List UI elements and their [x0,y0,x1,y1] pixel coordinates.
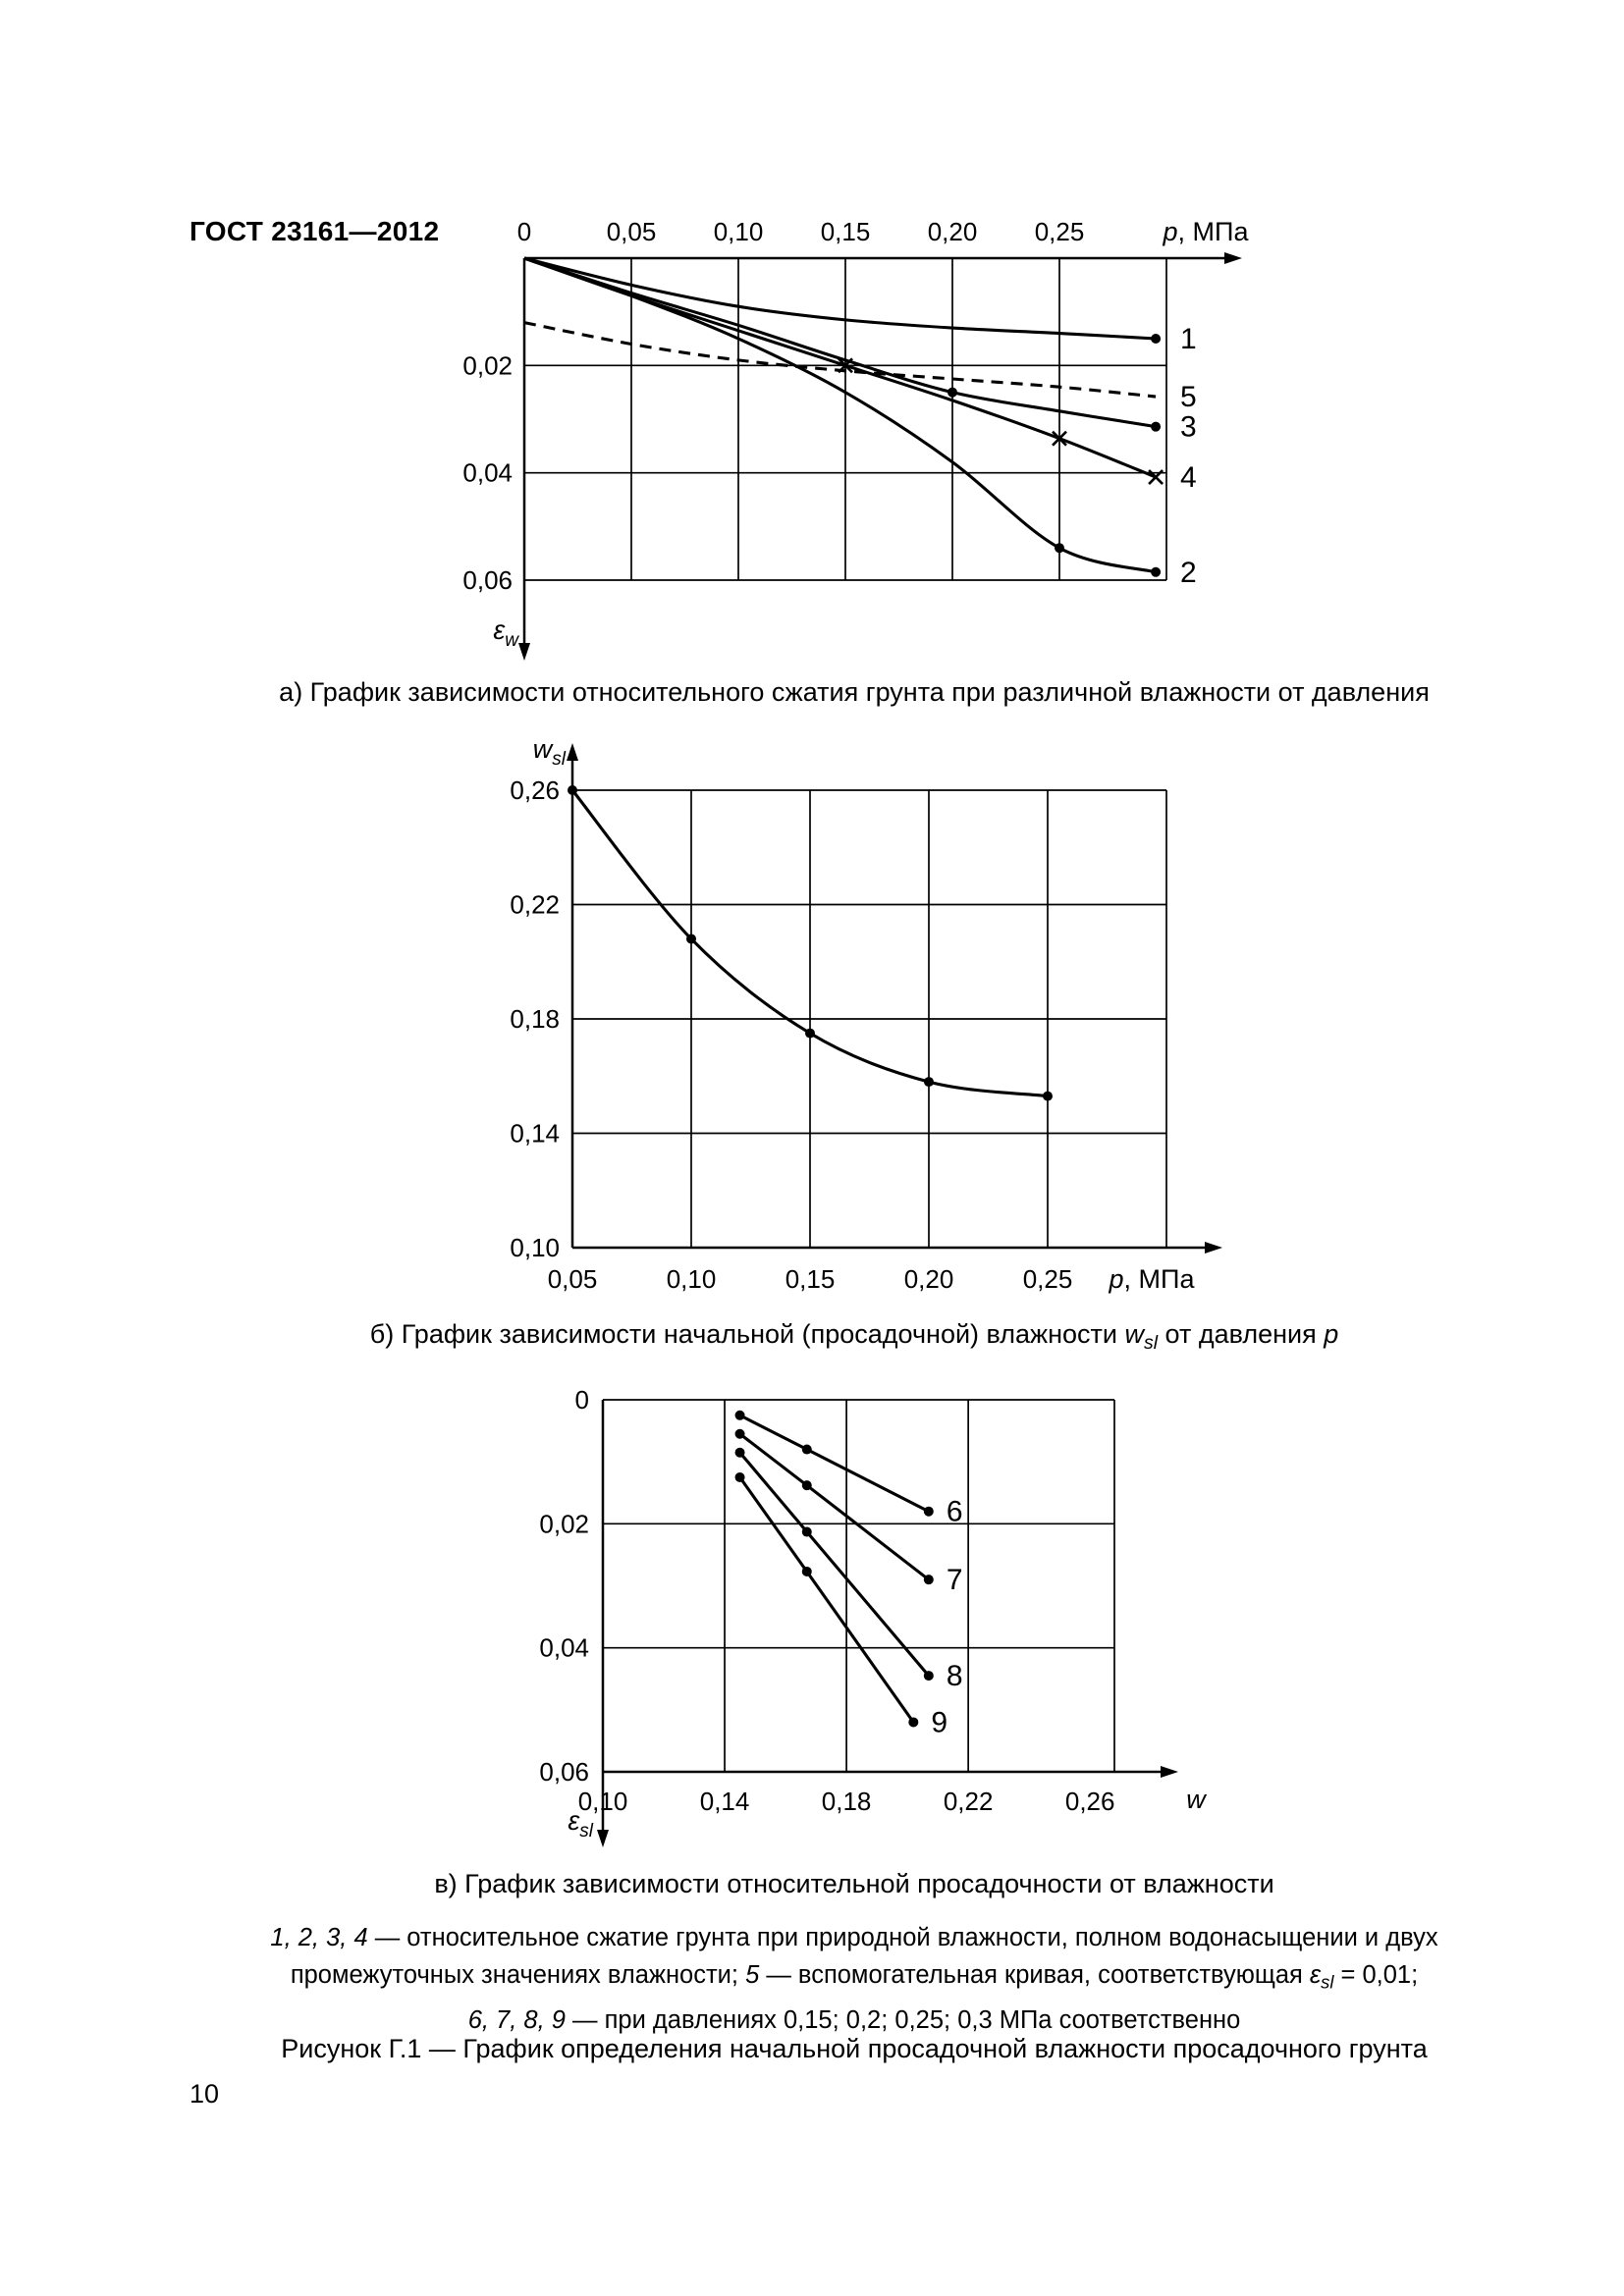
svg-text:p, МПа: p, МПа [1163,217,1250,246]
svg-text:0,14: 0,14 [700,1787,750,1816]
svg-text:0,15: 0,15 [785,1264,836,1294]
svg-text:0,14: 0,14 [510,1119,560,1148]
svg-text:0,22: 0,22 [510,890,560,920]
svg-text:p, МПа: p, МПа [1109,1264,1196,1294]
svg-text:0,15: 0,15 [821,217,871,246]
svg-text:0,10: 0,10 [510,1233,560,1262]
caption-b: б) График зависимости начальной (просадо… [369,1319,1339,1354]
page-number: 10 [189,2079,220,2109]
svg-text:0,22: 0,22 [944,1787,994,1816]
chart-v-subsidence-moisture: 6 7 89 0,10 0,14 0,18 0,22 0,26 0 0,02 0,04 0,06 w εs… [539,1385,1207,1847]
svg-text:0,20: 0,20 [928,217,978,246]
svg-text:0: 0 [575,1385,589,1415]
figure-legend: 1, 2, 3, 4 — относительное сжатие грунта… [88,1919,1620,2039]
caption-a: а) График зависимости относительного сжа… [279,677,1430,707]
svg-text:0,18: 0,18 [822,1787,872,1816]
svg-text:0,26: 0,26 [1065,1787,1115,1816]
legend-line-1: 1, 2, 3, 4 — относительное сжатие грунта… [270,1924,1438,1951]
svg-text:2: 2 [1180,557,1197,589]
svg-text:0,26: 0,26 [510,775,560,805]
legend-line-2: промежуточных значениях влажности; 5 — в… [290,1961,1419,1993]
svg-text:0,06: 0,06 [539,1757,589,1787]
caption-v: в) График зависимости относительной прос… [434,1869,1274,1898]
svg-text:9: 9 [931,1706,947,1738]
figure-caption: Рисунок Г.1 — График определения начальн… [281,2034,1428,2063]
svg-text:0,10: 0,10 [667,1264,717,1294]
svg-text:0,06: 0,06 [462,565,513,595]
svg-text:5: 5 [1180,381,1197,413]
svg-text:0,05: 0,05 [607,217,657,246]
svg-text:0,10: 0,10 [578,1787,628,1816]
svg-text:εw: εw [493,615,519,651]
legend-line-3: 6, 7, 8, 9 — при давлениях 0,15; 0,2; 0,… [467,2005,1241,2034]
svg-text:6: 6 [947,1496,963,1528]
svg-text:0,25: 0,25 [1035,217,1085,246]
svg-text:0,10: 0,10 [714,217,764,246]
svg-text:0,18: 0,18 [510,1004,560,1034]
svg-text:8: 8 [947,1660,963,1692]
svg-text:wsl: wsl [533,734,567,770]
svg-text:0: 0 [517,217,531,246]
svg-text:0,02: 0,02 [462,350,513,380]
svg-text:3: 3 [1180,411,1197,444]
svg-text:0,20: 0,20 [904,1264,954,1294]
svg-text:7: 7 [947,1564,963,1596]
chart-a-pressure-compression: 1 53 4 2 0 0,05 0,10 0,15 0,20 0,25 0,02 0,04 0,06 p,… [462,217,1250,661]
svg-text:0,25: 0,25 [1023,1264,1073,1294]
chart-b-initial-moisture: 0,05 0,10 0,15 0,20 0,250,260,220,180,140,10… [510,734,1222,1294]
svg-text:0,05: 0,05 [548,1264,598,1294]
svg-text:0,04: 0,04 [539,1633,589,1663]
document-header: ГОСТ 23161—2012 [189,216,440,246]
svg-text:0,04: 0,04 [462,458,513,488]
svg-text:εsl: εsl [568,1806,593,1842]
svg-text:4: 4 [1180,461,1197,494]
svg-text:1: 1 [1180,323,1197,355]
svg-text:0,02: 0,02 [539,1509,589,1538]
svg-text:w: w [1186,1785,1207,1814]
